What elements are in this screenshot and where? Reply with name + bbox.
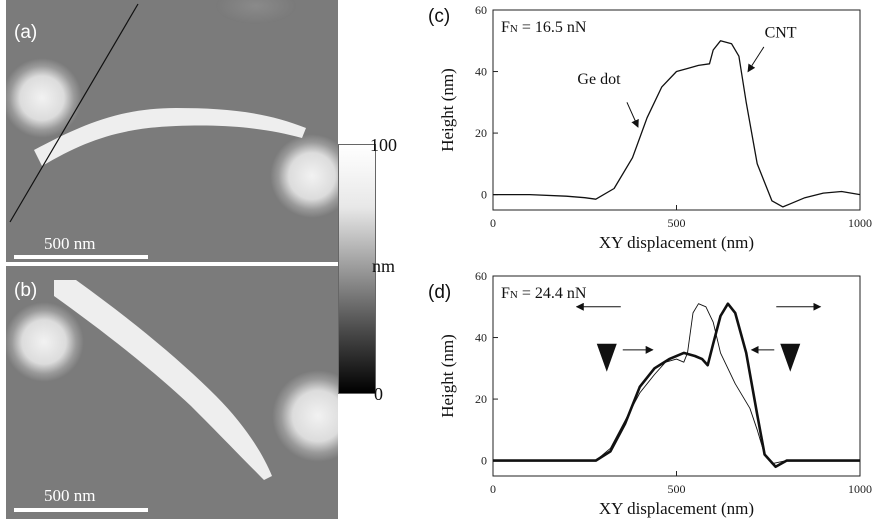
series-line-0	[493, 303, 860, 465]
chart-c-svg: 0 500 1000 0 20 40 60 XY displacement (nm) Heigh…	[438, 3, 872, 252]
chart-d-svg: 0 500 1000 0 20 40 60 XY displacement (nm) Heigh…	[438, 269, 872, 518]
force-annotation: FN = 16.5 nN	[501, 19, 587, 36]
y-tick-label: 20	[475, 392, 487, 406]
ge-dot-b1	[6, 302, 84, 382]
series-line-0	[493, 40, 861, 208]
colorbar	[338, 144, 376, 394]
ge-dot-a1	[6, 58, 82, 138]
annotation-cnt: CNT	[765, 25, 797, 42]
ge-dot-b2	[272, 370, 338, 462]
y-axis-label: Height (nm)	[438, 68, 457, 152]
x-tick-label: 500	[668, 216, 686, 230]
profile-line	[9, 3, 139, 223]
plot-frame	[492, 275, 861, 477]
panel-label-a: (a)	[14, 22, 38, 43]
afm-image-a	[6, 0, 338, 262]
y-tick-label: 60	[475, 269, 487, 283]
x-tick-label: 0	[490, 216, 496, 230]
afm-image-b	[6, 266, 338, 519]
nanotube-b	[54, 280, 272, 480]
scale-bar-label-b: 500 nm	[44, 486, 96, 505]
x-axis-label: XY displacement (nm)	[599, 233, 754, 252]
scale-bar-b	[14, 508, 148, 512]
y-tick-label: 20	[475, 126, 487, 140]
colorbar-min: 0	[374, 384, 383, 404]
colorbar-unit: nm	[372, 256, 396, 276]
y-tick-label: 0	[481, 188, 487, 202]
y-tick-label: 40	[475, 331, 487, 345]
panel-label-c: (c)	[428, 6, 451, 27]
x-axis-label: XY displacement (nm)	[599, 499, 754, 518]
colorbar-max: 100	[370, 135, 397, 155]
chart-d: 0 500 1000 0 20 40 60 XY displacement (nm) Heigh…	[430, 266, 879, 519]
afm-tip-left-icon	[596, 343, 617, 372]
panel-label-b: (b)	[14, 280, 38, 301]
y-tick-label: 40	[475, 65, 487, 79]
force-annotation: FN = 24.4 nN	[501, 285, 587, 302]
ge-dot-arrow	[626, 102, 639, 128]
y-tick-label: 60	[475, 3, 487, 17]
x-tick-label: 1000	[848, 482, 872, 496]
annotation-ge-dot: Ge dot	[577, 71, 621, 88]
ge-dot-a2	[270, 134, 338, 218]
nanotube-a	[34, 108, 306, 166]
scale-bar-a	[14, 255, 148, 259]
cnt-arrow	[747, 46, 765, 73]
panel-label-d: (d)	[428, 282, 452, 303]
y-tick-label: 0	[481, 454, 487, 468]
x-tick-label: 0	[490, 482, 496, 496]
y-axis-label: Height (nm)	[438, 334, 457, 418]
chart-c: 0 500 1000 0 20 40 60 XY displacement (nm) Heigh…	[430, 0, 879, 258]
scale-bar-label-a: 500 nm	[44, 234, 96, 253]
x-tick-label: 1000	[848, 216, 872, 230]
x-tick-label: 500	[668, 482, 686, 496]
series-line-1	[493, 302, 860, 469]
afm-tip-right-icon	[780, 343, 801, 372]
plot-frame	[492, 9, 861, 211]
